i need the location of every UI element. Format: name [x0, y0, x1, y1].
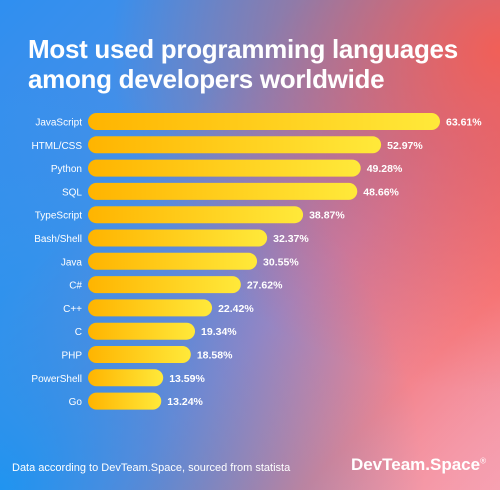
source-note: Data according to DevTeam.Space, sourced…	[12, 462, 291, 474]
value-label: 13.59%	[169, 373, 205, 385]
bar	[88, 206, 304, 224]
value-label: 27.62%	[247, 280, 283, 292]
bar	[88, 392, 162, 410]
category-label: PowerShell	[31, 374, 82, 385]
category-label: HTML/CSS	[31, 141, 82, 152]
bar	[88, 322, 196, 340]
bar	[88, 252, 258, 270]
brand-logo: DevTeam.Space®	[351, 455, 486, 475]
category-label: SQL	[62, 187, 82, 198]
brand-name: DevTeam.Space	[350, 455, 481, 474]
category-label: Java	[61, 257, 83, 268]
bar	[88, 229, 268, 247]
bar	[88, 346, 191, 363]
bars-group: JavaScript 63.61% HTML/CSS 52.97% Python 49.2…	[31, 113, 482, 410]
chart-title: Most used programming languages among de…	[28, 34, 458, 94]
category-label: C++	[63, 304, 82, 315]
bar	[88, 299, 213, 317]
category-label: Python	[51, 164, 82, 175]
category-label: PHP	[61, 351, 82, 362]
value-label: 32.37%	[273, 233, 309, 245]
bar	[88, 276, 241, 294]
bar	[88, 136, 382, 154]
category-label: C	[75, 327, 82, 338]
bar	[88, 182, 358, 200]
value-label: 48.66%	[363, 186, 399, 198]
value-label: 19.34%	[201, 326, 237, 338]
category-label: JavaScript	[35, 118, 82, 129]
category-label: TypeScript	[35, 211, 82, 222]
value-label: 63.61%	[446, 117, 482, 129]
value-label: 18.58%	[197, 350, 233, 362]
brand-registered-mark: ®	[480, 456, 486, 466]
value-label: 22.42%	[218, 303, 254, 315]
bar	[88, 369, 164, 387]
value-label: 13.24%	[167, 396, 203, 408]
value-label: 52.97%	[387, 140, 423, 152]
category-label: C#	[69, 281, 82, 292]
value-label: 49.28%	[367, 163, 403, 175]
category-label: Go	[69, 397, 83, 408]
value-label: 38.87%	[309, 210, 345, 222]
value-label: 30.55%	[263, 256, 299, 268]
category-label: Bash/Shell	[34, 234, 82, 245]
bar	[88, 159, 361, 177]
bar	[88, 113, 440, 130]
